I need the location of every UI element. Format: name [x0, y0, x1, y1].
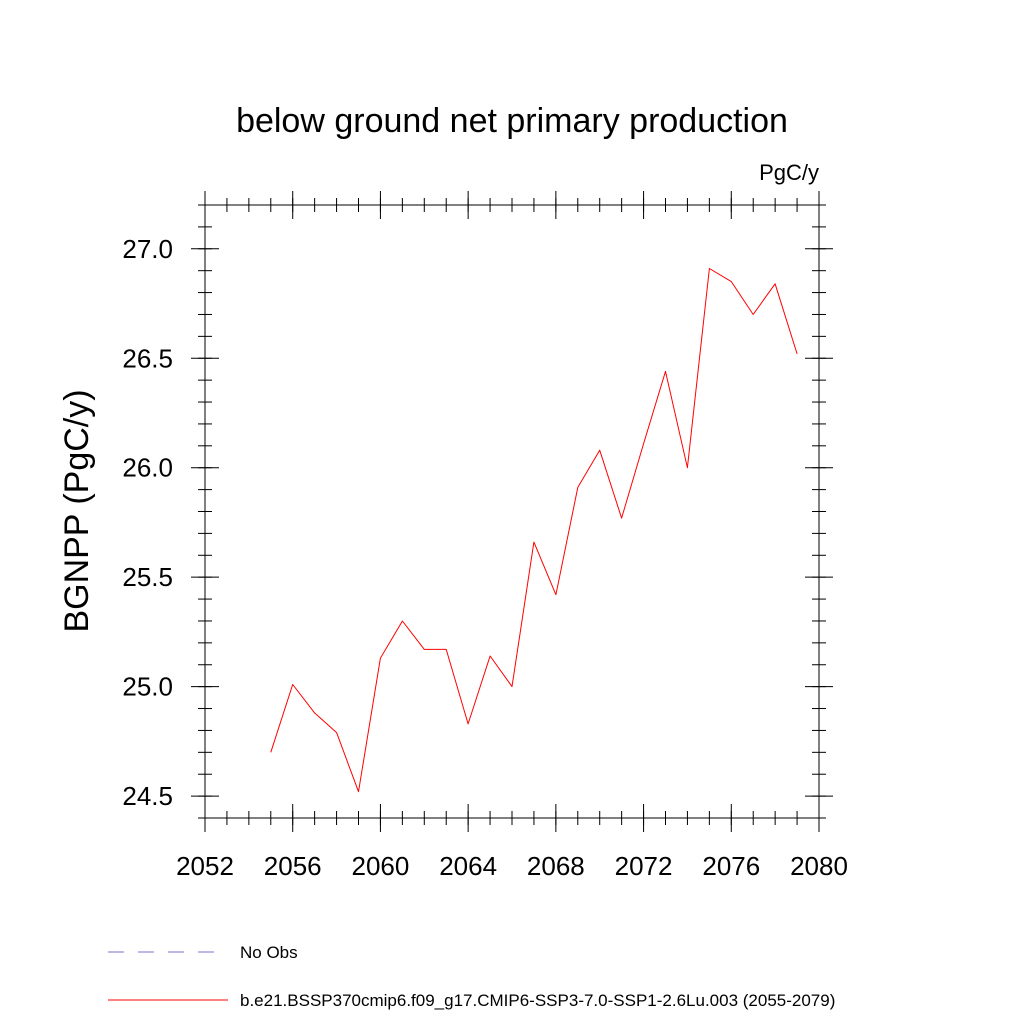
x-tick-label: 2080: [790, 851, 848, 881]
x-tick-label: 2072: [615, 851, 673, 881]
y-tick-label: 24.5: [122, 781, 173, 811]
y-axis-title: BGNPP (PgC/y): [58, 389, 96, 632]
axis-ticks: [191, 191, 833, 832]
series-layer: [270, 268, 798, 793]
y-tick-label: 26.0: [122, 453, 173, 483]
x-tick-label: 2052: [176, 851, 234, 881]
tick-labels: 2052 2056 2060 2064 2068 2072 2076 2080 24.5 25.0…: [122, 234, 848, 881]
x-tick-label: 2076: [702, 851, 760, 881]
legend: No Obs b.e21.BSSP370cmip6.f09_g17.CMIP6-S…: [108, 943, 835, 1010]
x-tick-label: 2056: [264, 851, 322, 881]
y-tick-label: 27.0: [122, 234, 173, 264]
units-label: PgC/y: [759, 160, 819, 185]
y-tick-label: 26.5: [122, 343, 173, 373]
y-tick-label: 25.0: [122, 672, 173, 702]
series-line: [270, 268, 798, 793]
legend-label: b.e21.BSSP370cmip6.f09_g17.CMIP6-SSP3-7.…: [240, 991, 835, 1010]
x-tick-label: 2060: [352, 851, 410, 881]
plot-frame: [204, 204, 820, 819]
y-tick-label: 25.5: [122, 562, 173, 592]
x-tick-label: 2068: [527, 851, 585, 881]
x-tick-label: 2064: [439, 851, 497, 881]
chart-title: below ground net primary production: [236, 102, 788, 140]
legend-label: No Obs: [240, 943, 298, 962]
